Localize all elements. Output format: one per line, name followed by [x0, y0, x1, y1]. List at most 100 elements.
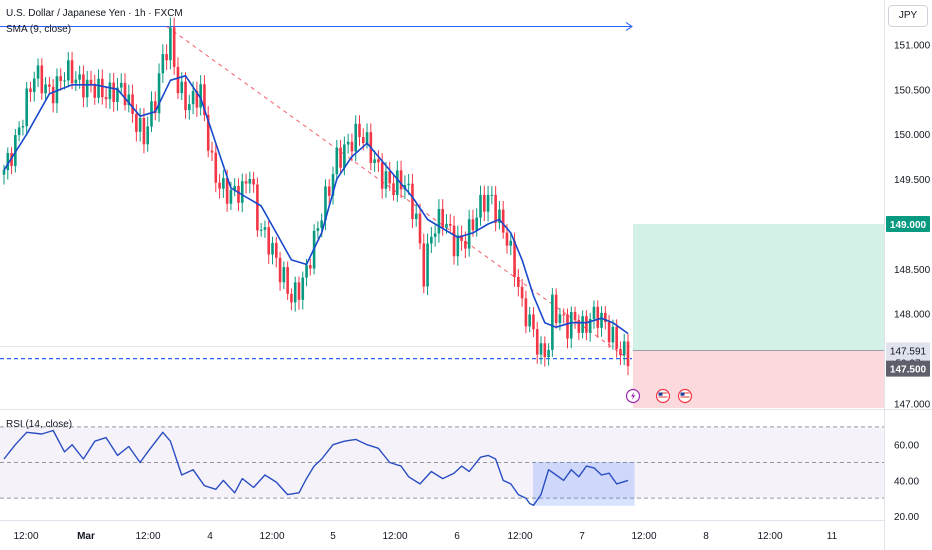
rsi-legend-label: RSI (14, close)	[6, 419, 73, 430]
us-flag-canton	[680, 392, 685, 396]
candle-body	[301, 277, 305, 300]
candle-body	[460, 235, 463, 242]
candle-body	[2, 170, 6, 175]
candle-body	[101, 78, 104, 98]
candle-body	[573, 311, 577, 320]
candle-body	[490, 194, 494, 196]
candle-body	[176, 66, 180, 94]
sma-legend-label: SMA (9, close)	[6, 24, 72, 35]
candle-body	[210, 150, 214, 153]
candle-body	[233, 186, 236, 190]
candle-body	[82, 74, 85, 98]
price-tick-label: 149.500	[894, 175, 931, 186]
candle-body	[191, 90, 195, 105]
candle-body	[237, 186, 240, 203]
candle-body	[274, 242, 278, 258]
candle-body	[324, 186, 327, 221]
last-price-label: 147.591	[890, 346, 927, 357]
candle-body	[51, 86, 55, 104]
candle-body	[448, 223, 452, 226]
us-flag-canton	[658, 392, 663, 396]
price-tick-label: 148.000	[894, 310, 931, 321]
candle-body	[248, 178, 252, 184]
candle-body	[244, 181, 248, 184]
time-tick-label: Mar	[77, 531, 95, 542]
candle-body	[498, 209, 501, 223]
candles	[2, 17, 630, 376]
us-flag-stripe	[658, 392, 668, 394]
candle-body	[384, 171, 388, 189]
candle-body	[524, 298, 528, 327]
candle-body	[335, 147, 339, 175]
candle-body	[48, 84, 51, 87]
candle-body	[161, 54, 165, 74]
candle-body	[214, 152, 218, 183]
candle-body	[93, 83, 97, 98]
candle-body	[554, 294, 558, 323]
candle-body	[611, 326, 615, 343]
candle-body	[343, 144, 346, 168]
candle-body	[441, 209, 444, 228]
candle-body	[229, 189, 233, 204]
us-flag-stripe	[658, 394, 668, 396]
candle-body	[475, 217, 479, 231]
us-flag-icon[interactable]	[677, 388, 693, 404]
candle-body	[596, 306, 600, 328]
candle-body	[509, 240, 513, 246]
candle-body	[346, 141, 350, 145]
candle-body	[373, 159, 376, 163]
candle-body	[138, 117, 142, 132]
target-price-label-bg	[886, 215, 930, 232]
us-flag-ring	[677, 388, 693, 404]
currency-button[interactable]: JPY	[888, 5, 928, 27]
lightning-icon[interactable]	[625, 388, 641, 404]
candle-body	[44, 84, 47, 94]
candle-body	[59, 76, 63, 81]
candle-body	[14, 135, 17, 166]
candle-body	[581, 316, 584, 333]
candle-body	[119, 82, 123, 88]
candle-body	[566, 314, 569, 339]
candle-body	[286, 267, 289, 294]
candle-body	[199, 84, 202, 108]
candle-body	[528, 314, 531, 327]
candle-body	[157, 73, 161, 114]
candle-body	[17, 127, 21, 136]
time-tick-label: 5	[330, 531, 336, 542]
candle-body	[585, 316, 588, 333]
candle-body	[153, 101, 157, 114]
time-tick-label: 12:00	[382, 531, 407, 542]
candle-body	[263, 227, 267, 230]
candle-body	[433, 233, 437, 237]
time-tick-label: 6	[454, 531, 460, 542]
candle-body	[418, 213, 422, 244]
candle-body	[411, 183, 414, 220]
candle-body	[471, 219, 475, 231]
candle-body	[271, 242, 274, 255]
candle-body	[452, 225, 456, 257]
price-tick-label: 150.000	[894, 130, 931, 141]
candle-body	[388, 171, 392, 184]
candle-body	[240, 181, 244, 203]
time-tick-label: 12:00	[13, 531, 38, 542]
us-flag-stripe	[680, 394, 690, 396]
candle-body	[482, 194, 486, 212]
candle-body	[316, 228, 320, 231]
us-flag-ring	[655, 388, 671, 404]
rsi-line	[3, 429, 629, 506]
candle-body	[195, 90, 199, 108]
candle-body	[350, 141, 354, 152]
candle-body	[108, 82, 112, 100]
candle-body	[604, 312, 607, 322]
candle-body	[89, 79, 93, 84]
candle-body	[165, 54, 168, 61]
price-tick-label: 147.000	[894, 400, 931, 411]
candle-body	[305, 265, 308, 278]
us-flag-icon[interactable]	[655, 388, 671, 404]
candle-body	[513, 240, 516, 277]
resistance-arrow-icon	[625, 22, 633, 31]
candle-body	[600, 312, 603, 328]
candle-body	[206, 115, 210, 151]
rsi-tick-label: 20.00	[894, 512, 919, 523]
